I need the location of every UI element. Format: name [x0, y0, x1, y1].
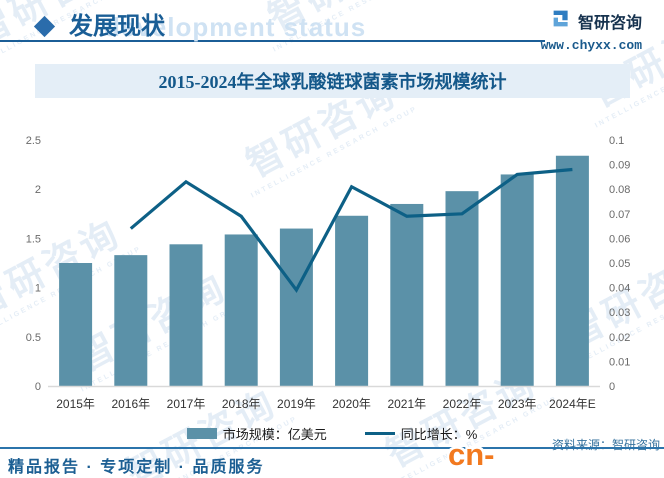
- right-axis-tick: 0.09: [609, 160, 630, 172]
- page-header: development status 发展现状: [0, 0, 664, 42]
- left-axis-tick: 2: [35, 184, 41, 196]
- bar-2022年: [445, 191, 479, 386]
- x-axis-label: 2018年: [222, 397, 261, 411]
- brand-logo-icon: [551, 8, 572, 34]
- right-axis-tick: 0.03: [609, 307, 630, 319]
- legend-line-label: 同比增长：%: [400, 427, 478, 442]
- right-axis-tick: 0.08: [609, 184, 630, 196]
- bar-2015年: [59, 263, 93, 386]
- legend-bar-swatch: [186, 428, 217, 439]
- site-watermark: cn-ferment.com: [448, 437, 634, 478]
- x-axis-label: 2022年: [443, 397, 482, 411]
- legend-bar-label: 市场规模：亿美元: [222, 427, 327, 442]
- chart-title-band: 2015-2024年全球乳酸链球菌素市场规模统计: [35, 64, 630, 98]
- bar-2020年: [335, 215, 369, 386]
- x-axis-label: 2015年: [56, 397, 95, 411]
- bar-2018年: [224, 234, 258, 386]
- x-axis-label: 2017年: [167, 397, 206, 411]
- section-status-watermark: development status: [104, 12, 367, 42]
- footer-divider: [0, 447, 664, 449]
- bar-2023年: [500, 174, 534, 386]
- left-axis-tick: 2.5: [26, 135, 41, 147]
- right-axis-tick: 0.1: [609, 135, 624, 147]
- right-axis-tick: 0.05: [609, 258, 630, 270]
- legend-item-line: 同比增长：%: [364, 424, 478, 443]
- bar-2019年: [279, 228, 313, 386]
- brand-block: 智研咨询 www.chyxx.com: [541, 8, 642, 53]
- header-divider: [0, 40, 545, 42]
- legend-item-bar: 市场规模：亿美元: [186, 424, 327, 443]
- services-tagline: 精品报告 · 专项定制 · 品质服务: [8, 459, 265, 476]
- chart-legend: 市场规模：亿美元 同比增长：%: [0, 424, 664, 443]
- brand-name: 智研咨询: [577, 15, 642, 32]
- right-axis-tick: 0: [609, 381, 615, 393]
- right-axis-tick: 0.02: [609, 332, 630, 344]
- section-title: 发展现状: [69, 14, 165, 40]
- x-axis-label: 2024年E: [549, 397, 596, 411]
- bar-2024年E: [555, 155, 589, 386]
- right-axis-tick: 0.01: [609, 356, 630, 368]
- left-axis-tick: 0.5: [26, 332, 41, 344]
- x-axis-label: 2023年: [498, 397, 537, 411]
- x-axis-label: 2021年: [387, 397, 426, 411]
- chart-canvas: 0 0.5 1 1.5 2 2.5 0 0.01 0.02 0.03 0.04 0.05 0.06 0.0…: [26, 135, 631, 411]
- left-axis-tick: 1: [35, 283, 41, 295]
- brand-url: www.chyxx.com: [540, 38, 642, 53]
- right-axis-tick: 0.06: [609, 233, 630, 245]
- chart-title: 2015-2024年全球乳酸链球菌素市场规模统计: [158, 72, 507, 92]
- x-axis-label: 2016年: [111, 397, 150, 411]
- growth-line: [129, 167, 573, 294]
- diamond-icon: [33, 15, 56, 38]
- bar-2021年: [390, 203, 424, 386]
- x-axis-label: 2020年: [332, 397, 371, 411]
- bar-2017年: [169, 244, 203, 386]
- right-axis-tick: 0.04: [609, 283, 630, 295]
- x-axis-label: 2019年: [277, 397, 316, 411]
- bar-2016年: [114, 255, 148, 386]
- left-axis-tick: 1.5: [26, 233, 41, 245]
- right-axis-tick: 0.07: [609, 209, 630, 221]
- legend-line-swatch: [364, 432, 395, 435]
- left-axis-tick: 0: [35, 381, 41, 393]
